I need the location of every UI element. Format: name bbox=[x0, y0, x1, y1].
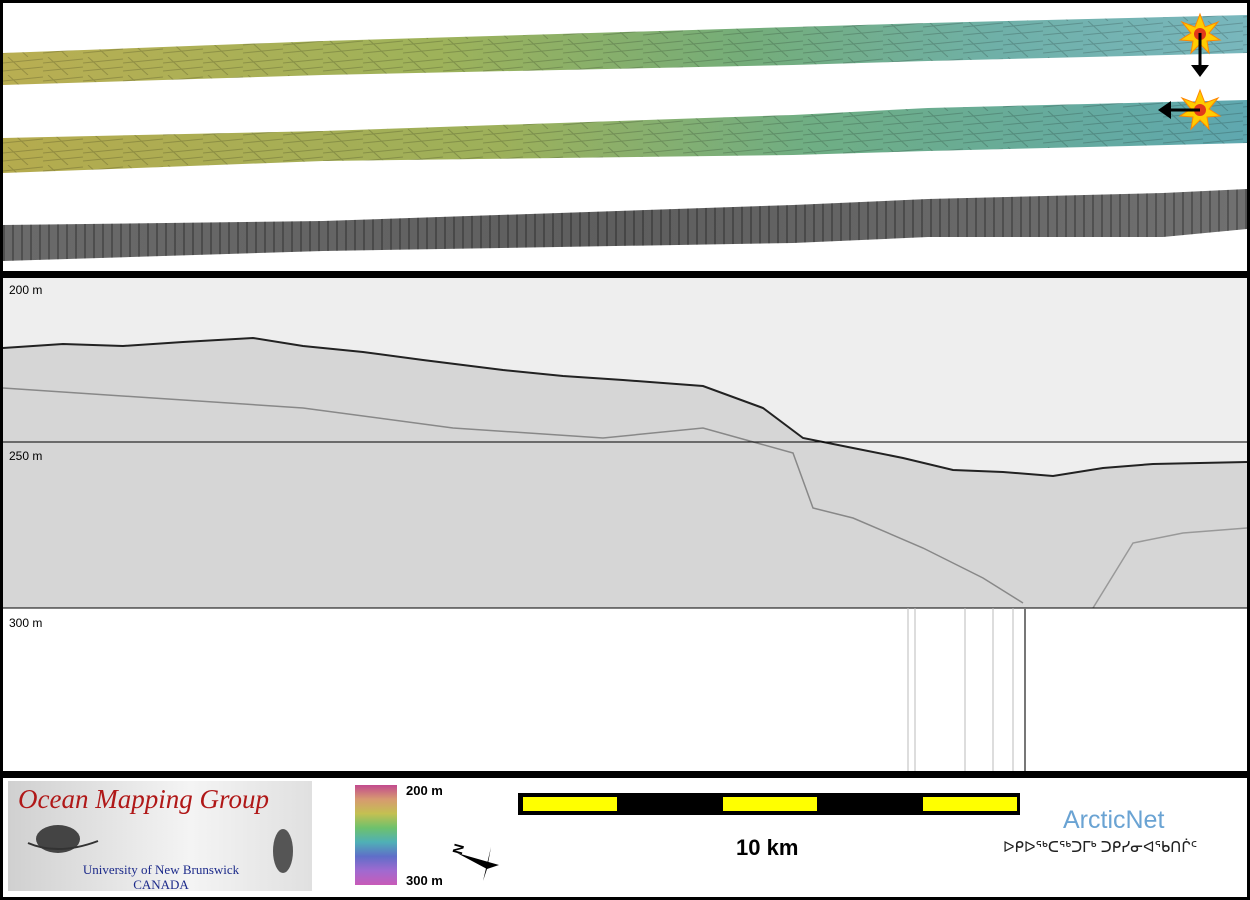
compass-rose: N bbox=[447, 833, 511, 885]
swath-panel bbox=[3, 3, 1247, 271]
ogl-title: Ocean Mapping Group bbox=[18, 784, 269, 814]
colorbar-bottom-label: 300 m bbox=[406, 873, 443, 888]
swath-strips bbox=[3, 12, 1247, 261]
depth-label-250: 250 m bbox=[9, 449, 43, 463]
depth-label-200: 200 m bbox=[9, 283, 43, 297]
scale-segment bbox=[723, 797, 817, 811]
ogl-logo bbox=[8, 781, 312, 891]
scale-segment bbox=[923, 797, 1017, 811]
scale-bar-label: 10 km bbox=[736, 835, 799, 860]
legend-panel: Ocean Mapping Group University of New Br… bbox=[3, 778, 1247, 897]
ogl-university: University of New Brunswick bbox=[82, 862, 240, 877]
scale-bar bbox=[518, 793, 1020, 815]
arcticnet-syllabics: ᐅᑭᐅᖅᑕᖅᑐᒥᒃ ᑐᑭᓯᓂᐊᖃᑎᒌᑦ bbox=[1003, 839, 1198, 856]
subbottom-profile-panel: 200 m 250 m 300 m bbox=[3, 278, 1247, 771]
scale-segment bbox=[523, 797, 617, 811]
arrow-down-icon bbox=[1191, 33, 1209, 77]
ogl-country: CANADA bbox=[133, 877, 189, 892]
arcticnet-logo: ArcticNet bbox=[1063, 806, 1165, 834]
depth-label-300: 300 m bbox=[9, 616, 43, 630]
arrow-left-icon bbox=[1158, 101, 1200, 119]
colorbar-top-label: 200 m bbox=[406, 783, 443, 798]
depth-colorbar bbox=[355, 785, 397, 885]
profile-image bbox=[3, 278, 1247, 771]
